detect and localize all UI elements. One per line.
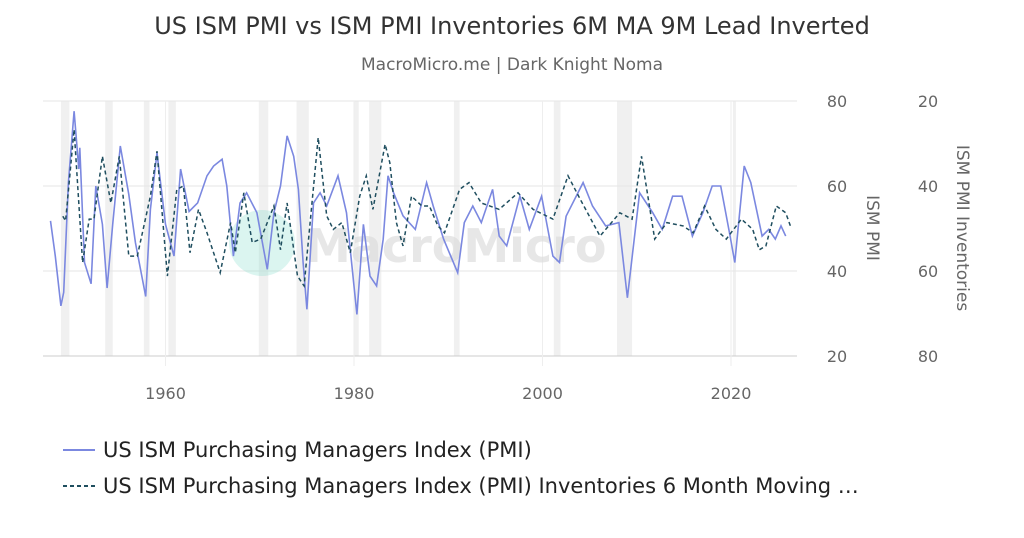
y-left-tick-label: 40: [827, 262, 847, 281]
y-left-tick-label: 80: [827, 92, 847, 111]
recession-band: [143, 101, 150, 356]
series-line-inventories: [62, 129, 792, 289]
y-left-tick-label: 20: [827, 347, 847, 366]
recession-band: [453, 101, 460, 356]
x-tick-label: 2000: [522, 384, 563, 403]
series-line-pmi: [49, 111, 787, 315]
recession-band: [258, 101, 269, 356]
y-right-tick-label: 40: [918, 177, 938, 196]
watermark: MacroMicro: [229, 210, 606, 276]
recession-band: [369, 101, 382, 356]
x-tick-label: 1980: [334, 384, 375, 403]
y-right-axis-title: ISM PMI Inventories: [952, 145, 972, 312]
recession-band: [60, 101, 70, 356]
recession-band: [105, 101, 113, 356]
dashed-line-icon: [63, 485, 95, 487]
x-tick-label: 2020: [711, 384, 752, 403]
y-right-tick-label: 60: [918, 262, 938, 281]
chart-title: US ISM PMI vs ISM PMI Inventories 6M MA …: [154, 12, 870, 40]
recession-band: [354, 101, 359, 356]
solid-line-icon: [63, 449, 95, 451]
y-left-tick-label: 60: [827, 177, 847, 196]
chart-subtitle: MacroMicro.me | Dark Knight Noma: [361, 55, 663, 75]
y-right-tick-label: 20: [918, 92, 938, 111]
legend-label: US ISM Purchasing Managers Index (PMI): [103, 438, 532, 462]
y-left-axis-title: ISM PMI: [862, 195, 882, 261]
recession-band: [553, 101, 561, 356]
y-right-tick-label: 80: [918, 347, 938, 366]
watermark-text: MacroMicro: [305, 219, 606, 273]
x-tick-label: 1960: [145, 384, 186, 403]
legend-item-pmi[interactable]: US ISM Purchasing Managers Index (PMI): [63, 438, 532, 462]
legend-item-inventories[interactable]: US ISM Purchasing Managers Index (PMI) I…: [63, 474, 859, 498]
legend-label: US ISM Purchasing Managers Index (PMI) I…: [103, 474, 859, 498]
